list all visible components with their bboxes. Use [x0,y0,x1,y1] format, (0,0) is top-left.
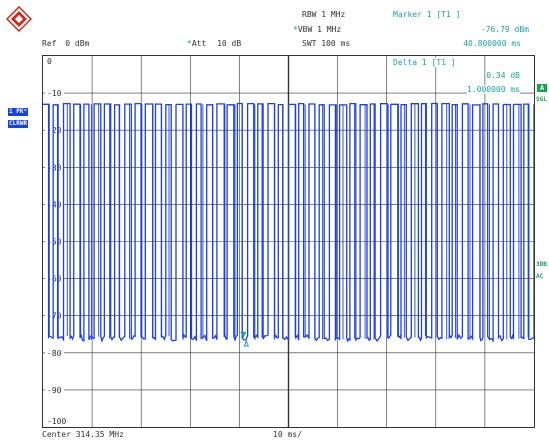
marker-time: 40.800000 ms [463,39,521,48]
vbw-star: * [293,25,298,34]
trace-line-overlay [47,104,529,340]
y-tick-label: 0 [47,57,52,66]
y-tick-label-bg [45,274,64,284]
sgl-tag: SGL [536,96,547,103]
y-tick-label-bg [45,57,54,66]
spectrum-plot[interactable]: 0 -10 -20 -30 -40 -50 -60 -70 -80 -90 -100 Delta 1… [42,55,535,428]
marker-1-triangle [240,331,247,338]
3db-tag: 3DB [536,261,547,268]
y-tick-label: -40 [47,200,62,209]
y-tick-label-bg [45,200,64,210]
y-tick-label-bg [45,417,69,426]
delta-marker-triangle [243,339,250,347]
trace-1 [42,102,535,344]
y-axis-labels: 0 -10 -20 -30 -40 -50 -60 -70 -80 -90 -100 [45,57,69,426]
y-tick-label: -30 [47,163,62,172]
y-tick-label-bg [45,163,64,173]
y-tick-label: -50 [47,238,62,247]
vbw-value: VBW 1 MHz [297,25,342,34]
span-per-div: 10 ms/ [273,430,302,439]
y-tick-label-bg [45,311,64,321]
rbw: RBW 1 MHz [302,10,346,19]
y-tick-label-bg [45,385,64,395]
ref-value: 0 dBm [65,39,90,48]
trace-star: * [23,108,28,115]
trace-tag: 1 PK* [8,108,29,116]
att-label: Att [191,39,207,48]
att-value: 10 dB [217,39,242,48]
y-tick-label-bg [45,89,64,99]
marker-title: Marker 1 [T1 ] [393,10,461,19]
y-tick-label: -20 [47,126,62,135]
ac-tag: AC [536,273,544,280]
marker-level: -76.79 dBm [480,25,529,34]
y-tick-label: -100 [47,417,66,426]
a-tag: A [537,84,548,92]
y-tick-label-bg [45,237,64,247]
att-star: * [187,39,192,48]
delta-title: Delta 1 [T1 ] [393,58,456,67]
ref-level: Ref 0 dBm [42,39,89,48]
y-tick-label: -80 [47,349,62,358]
markers [240,331,250,347]
y-tick-label-bg [45,126,64,136]
delta-level: 0.34 dB [486,71,520,80]
ref-label: Ref [42,39,57,48]
y-tick-label: -90 [47,386,62,395]
rohde-schwarz-logo [5,5,33,33]
sweep-time: SWT 100 ms [302,39,351,48]
trace-label: 1 PK [9,108,24,115]
y-tick-label-bg [45,348,64,358]
trace-line [42,102,535,344]
y-tick-label: -10 [47,89,62,98]
delta-time: 1.000000 ms [467,85,520,94]
center-frequency: Center 314.35 MHz [42,430,124,439]
plot-canvas: 0 -10 -20 -30 -40 -50 -60 -70 -80 -90 -100 [42,56,535,427]
vbw: *VBW 1 MHz [293,25,341,34]
attenuation: *Att 10 dB [187,39,241,48]
mode-tag: CLRWR [8,120,29,128]
y-tick-label: -60 [47,275,62,284]
y-tick-label: -70 [47,312,62,321]
